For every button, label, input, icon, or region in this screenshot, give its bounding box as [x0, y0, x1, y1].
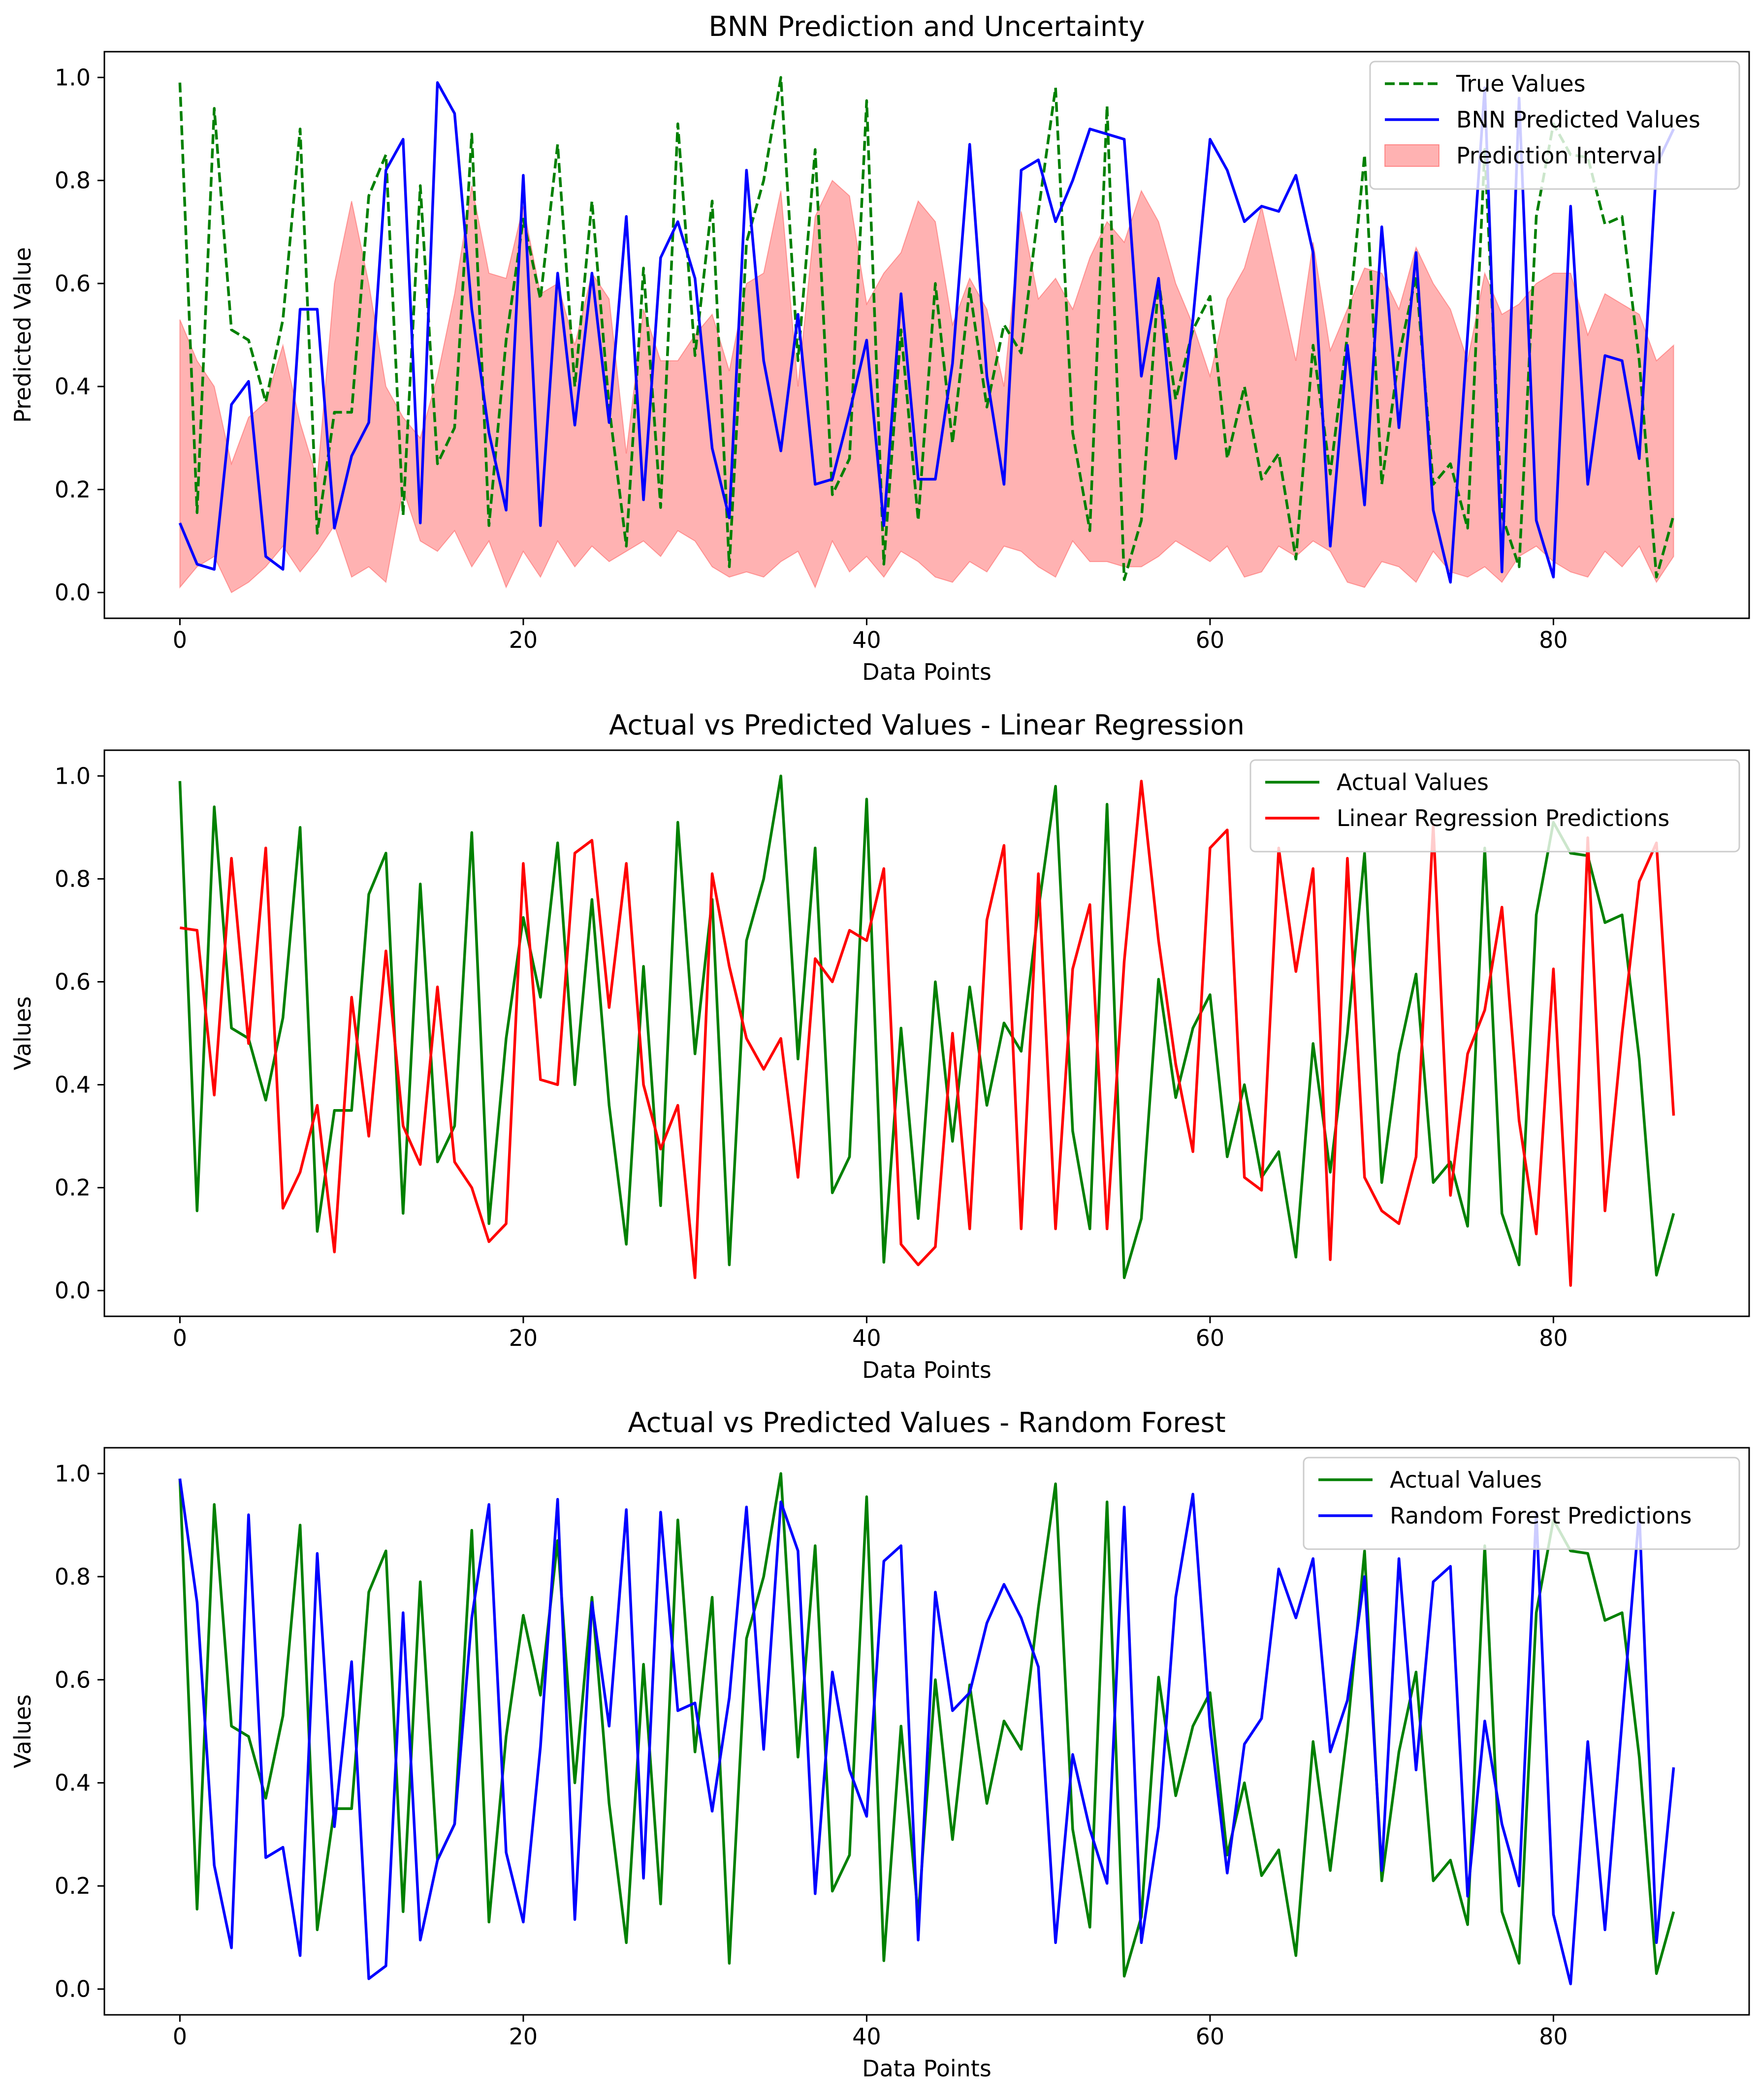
charts-container: 0 20 40 60 80 0.0 0.2 0.4 0.6 0.8 1.0 BNN Predictio…: [9, 11, 1750, 2082]
y-tick-label: 0.2: [55, 476, 91, 503]
y-axis-label: Values: [9, 996, 36, 1070]
x-axis-label: Data Points: [862, 1357, 991, 1383]
axes-frame: [103, 51, 1750, 619]
x-tick-label: 60: [1196, 1325, 1225, 1351]
legend: True Values BNN Predicted Values Predictio…: [1369, 61, 1740, 190]
legend-box: [1249, 759, 1740, 853]
x-tick-label: 60: [1196, 627, 1225, 653]
x-tick-label: 80: [1539, 627, 1568, 653]
plot-area: [178, 1472, 1675, 1985]
series-actual-values: [178, 774, 1675, 1279]
y-tick-label: 0.4: [55, 373, 91, 400]
y-tick-label: 1.0: [55, 1460, 91, 1487]
legend-box: [1369, 61, 1740, 190]
x-tick-label: 0: [173, 627, 187, 653]
y-axis-label: Values: [9, 1694, 36, 1768]
x-tick-label: 80: [1539, 2023, 1568, 2050]
y-tick-label: 0.4: [55, 1770, 91, 1796]
y-tick-label: 1.0: [55, 64, 91, 91]
y-tick-label: 0.6: [55, 1666, 91, 1693]
chart-1: 0 20 40 60 80 0.0 0.2 0.4 0.6 0.8 1.0 Actual vs Pre…: [9, 709, 1750, 1383]
y-tick-label: 0.6: [55, 270, 91, 297]
series-actual-values: [178, 1472, 1675, 1978]
x-tick-label: 20: [509, 627, 538, 653]
axes-frame: [103, 1447, 1750, 2016]
x-tick-label: 0: [173, 2023, 187, 2050]
x-tick-label: 40: [852, 1325, 881, 1351]
y-tick-label: 1.0: [55, 763, 91, 789]
chart-title: BNN Prediction and Uncertainty: [708, 11, 1145, 43]
x-axis-label: Data Points: [862, 2055, 991, 2082]
legend-label-actual-values: Actual Values: [1337, 769, 1489, 795]
y-tick-label: 0.8: [55, 167, 91, 194]
x-tick-label: 40: [852, 627, 881, 653]
y-tick-label: 0.6: [55, 968, 91, 995]
legend: Actual Values Random Forest Predictions: [1303, 1457, 1740, 1550]
legend-label-bnn-predicted-values: BNN Predicted Values: [1456, 106, 1700, 133]
series-bnn-predicted-values: [178, 81, 1675, 584]
chart-title: Actual vs Predicted Values - Random Fore…: [628, 1407, 1225, 1439]
legend-swatch-prediction-interval: [1384, 144, 1439, 167]
y-tick-label: 0.4: [55, 1072, 91, 1098]
x-tick-label: 20: [509, 2023, 538, 2050]
plot-area: [178, 774, 1675, 1287]
x-tick-label: 0: [173, 1325, 187, 1351]
legend-label-true-values: True Values: [1456, 70, 1586, 97]
x-tick-label: 80: [1539, 1325, 1568, 1351]
y-tick-label: 0.0: [55, 579, 91, 606]
y-tick-label: 0.8: [55, 1563, 91, 1590]
y-tick-label: 0.2: [55, 1873, 91, 1899]
y-axis-label: Predicted Value: [9, 247, 36, 423]
legend-label-actual-values: Actual Values: [1390, 1466, 1542, 1493]
y-tick-label: 0.0: [55, 1277, 91, 1304]
legend-box: [1303, 1457, 1740, 1550]
series-random-forest-predictions: [178, 1478, 1675, 1985]
chart-2: 0 20 40 60 80 0.0 0.2 0.4 0.6 0.8 1.0 Actual vs Pre…: [9, 1407, 1750, 2082]
x-tick-label: 60: [1196, 2023, 1225, 2050]
legend-label-linear-regression-predictions: Linear Regression Predictions: [1337, 805, 1669, 831]
x-axis-label: Data Points: [862, 659, 991, 685]
chart-title: Actual vs Predicted Values - Linear Regr…: [609, 709, 1245, 741]
y-tick-label: 0.0: [55, 1976, 91, 2003]
x-tick-label: 40: [852, 2023, 881, 2050]
axes-frame: [103, 749, 1750, 1317]
legend: Actual Values Linear Regression Predictio…: [1249, 759, 1740, 853]
x-tick-label: 20: [509, 1325, 538, 1351]
y-tick-label: 0.2: [55, 1175, 91, 1201]
chart-0: 0 20 40 60 80 0.0 0.2 0.4 0.6 0.8 1.0 BNN Predictio…: [9, 11, 1750, 685]
legend-label-random-forest-predictions: Random Forest Predictions: [1390, 1502, 1692, 1529]
series-linear-regression-predictions: [179, 779, 1675, 1287]
legend-label-prediction-interval: Prediction Interval: [1456, 142, 1663, 169]
plot-area: [178, 76, 1675, 594]
y-tick-label: 0.8: [55, 865, 91, 892]
